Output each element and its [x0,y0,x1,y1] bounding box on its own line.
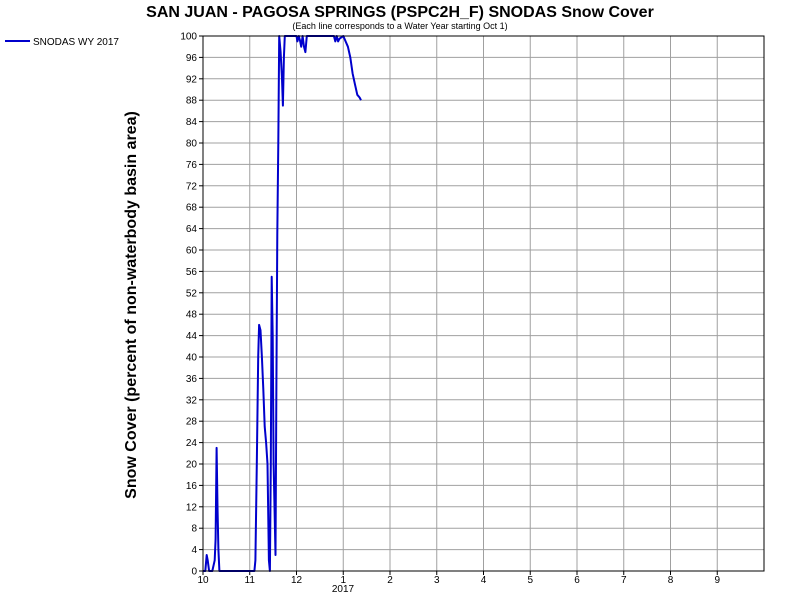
x-tick-label: 9 [714,575,720,586]
y-tick-label: 32 [186,395,198,406]
y-tick-label: 64 [186,224,198,235]
x-tick-label: 7 [621,575,627,586]
y-tick-label: 72 [186,181,198,192]
x-tick-label: 2 [387,575,393,586]
x-tick-label: 1 [340,575,346,586]
y-tick-label: 36 [186,374,198,385]
legend: SNODAS WY 2017 [5,37,119,48]
y-tick-label: 48 [186,310,198,321]
y-tick-label: 84 [186,117,198,128]
y-tick-label: 80 [186,139,198,150]
y-tick-label: 40 [186,353,198,364]
y-tick-label: 92 [186,74,198,85]
y-tick-label: 12 [186,502,198,513]
x-axis-ticks: 10 11 12 1 2 3 4 5 6 7 8 9 [197,571,720,586]
y-tick-label: 24 [186,438,198,449]
x-tick-label: 8 [668,575,674,586]
plot-frame [202,35,765,572]
grid [202,35,764,572]
y-tick-label: 44 [186,331,198,342]
y-tick-label: 0 [191,567,197,578]
y-tick-label: 100 [180,32,197,43]
chart-subtitle: (Each line corresponds to a Water Year s… [292,21,507,31]
y-tick-label: 8 [191,524,197,535]
y-tick-label: 68 [186,203,198,214]
x-tick-label: 3 [434,575,440,586]
x-tick-label: 10 [197,575,209,586]
y-tick-label: 56 [186,267,198,278]
y-tick-label: 16 [186,481,198,492]
y-tick-label: 60 [186,246,198,257]
y-tick-label: 76 [186,160,198,171]
y-axis-label: Snow Cover (percent of non-waterbody bas… [123,111,140,499]
y-tick-label: 20 [186,460,198,471]
x-tick-label: 4 [481,575,487,586]
x-tick-label: 6 [574,575,580,586]
y-tick-label: 96 [186,53,198,64]
x-tick-label: 11 [245,575,256,586]
y-axis-ticks: 0481216202428323640444852566064687276808… [180,32,203,578]
x-tick-label: 12 [291,575,303,586]
x-year-label: 2017 [332,584,355,595]
x-tick-label: 5 [527,575,533,586]
legend-label: SNODAS WY 2017 [33,37,119,48]
y-tick-label: 52 [186,288,198,299]
y-tick-label: 4 [191,545,197,556]
y-tick-label: 28 [186,417,198,428]
chart-title: SAN JUAN - PAGOSA SPRINGS (PSPC2H_F) SNO… [146,4,654,21]
y-tick-label: 88 [186,96,198,107]
